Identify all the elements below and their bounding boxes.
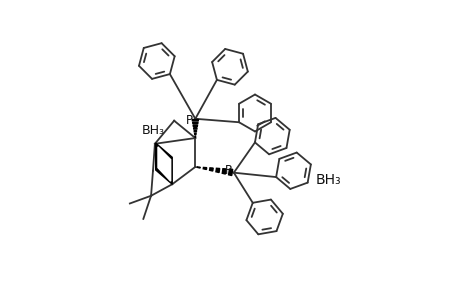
Text: BH₃: BH₃ [315, 173, 340, 188]
Polygon shape [215, 168, 219, 172]
Polygon shape [203, 167, 206, 169]
Text: P: P [224, 164, 231, 177]
Polygon shape [228, 169, 232, 176]
Polygon shape [209, 168, 213, 171]
Polygon shape [157, 147, 170, 181]
Polygon shape [196, 167, 200, 168]
Polygon shape [155, 143, 172, 184]
Polygon shape [222, 169, 226, 174]
Polygon shape [194, 130, 196, 132]
Text: BH₃: BH₃ [141, 124, 164, 137]
Polygon shape [193, 128, 196, 129]
Polygon shape [193, 125, 197, 126]
Polygon shape [192, 122, 197, 124]
Text: P: P [185, 114, 193, 127]
Polygon shape [192, 119, 198, 121]
Polygon shape [194, 133, 196, 135]
